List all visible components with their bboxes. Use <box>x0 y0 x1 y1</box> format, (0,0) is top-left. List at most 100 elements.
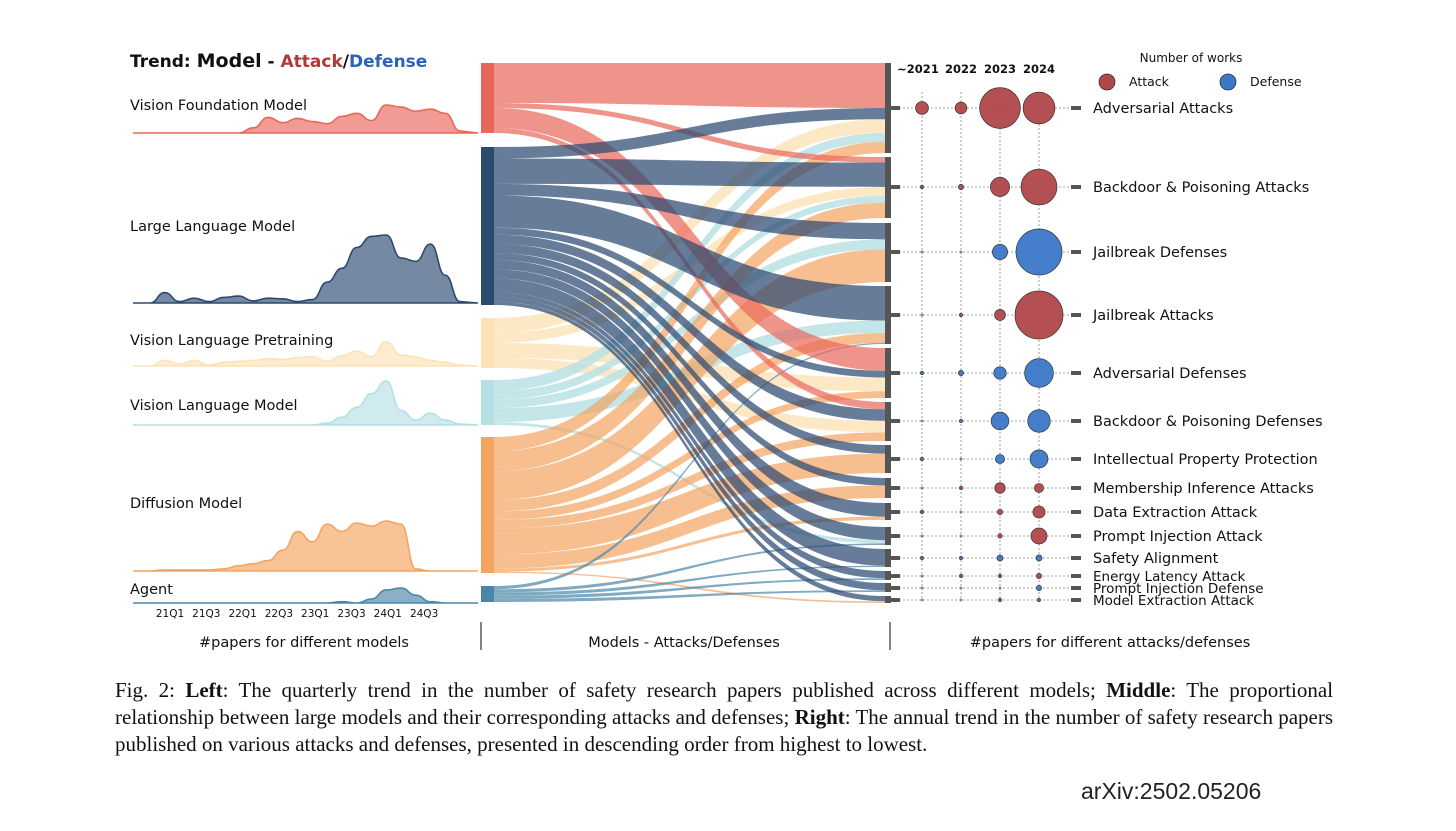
x-tick-label: 22Q1 <box>228 608 256 620</box>
row-tick <box>890 106 900 110</box>
bubble-mark <box>959 457 963 461</box>
bubble-mark <box>959 313 963 317</box>
bubble-mark <box>998 586 1002 590</box>
sankey-link <box>494 590 885 602</box>
bubble-mark <box>920 185 924 189</box>
sankey-target-node <box>885 583 891 592</box>
row-label: Jailbreak Attacks <box>1092 308 1214 324</box>
bubble-mark <box>997 509 1003 515</box>
bubble-mark <box>920 250 924 254</box>
sankey-link <box>494 243 885 454</box>
bubble-mark <box>1030 527 1048 545</box>
row-label: Backdoor & Poisoning Defenses <box>1093 414 1323 430</box>
row-tick <box>890 534 900 538</box>
bubble-mark <box>959 598 963 602</box>
sankey-target-node <box>885 571 891 580</box>
bubble-mark <box>998 574 1002 578</box>
year-column-label: 2022 <box>945 62 977 76</box>
title-attack: Attack <box>280 52 343 72</box>
sankey-source-node <box>481 380 494 425</box>
sankey-target-node <box>885 503 891 520</box>
sankey-target-node <box>885 596 891 603</box>
sankey-link <box>494 141 885 452</box>
row-tick <box>1071 419 1081 423</box>
figure-title: Trend: Model - Attack/Defense <box>130 50 427 72</box>
sankey-link <box>494 296 885 591</box>
sankey-source-node <box>481 586 494 602</box>
ridge-label: Vision Language Pretraining <box>130 333 333 349</box>
legend-label: Attack <box>1129 74 1170 89</box>
bubble-mark <box>920 313 924 317</box>
bubble-mark <box>920 598 924 602</box>
bubble-mark <box>920 556 924 560</box>
bubble-mark <box>994 482 1006 494</box>
sankey-link <box>494 202 885 472</box>
sankey-target-node <box>885 348 891 398</box>
year-column-label: 2024 <box>1023 62 1055 76</box>
figure-caption: Fig. 2: Left: The quarterly trend in the… <box>115 677 1333 758</box>
caption-right-word: Right <box>794 705 845 729</box>
x-tick-label: 23Q1 <box>301 608 329 620</box>
sankey-link <box>494 358 885 433</box>
ridge-label: Agent <box>130 582 173 598</box>
row-tick <box>1071 185 1081 189</box>
ridge-area <box>133 104 479 134</box>
row-tick <box>1071 574 1081 578</box>
row-tick <box>1071 486 1081 490</box>
middle-panel <box>481 63 891 603</box>
panel-frame: #papers for different models Models - At… <box>199 622 1250 651</box>
row-tick <box>890 556 900 560</box>
x-tick-label: 24Q3 <box>410 608 438 620</box>
bubble-mark <box>954 101 968 115</box>
row-label: Backdoor & Poisoning Attacks <box>1093 180 1309 196</box>
bubble-mark <box>959 486 963 490</box>
row-tick <box>1071 598 1081 602</box>
right-panel: ~2021 2022 2023 2024 Adversarial Attacks Back… <box>890 51 1323 609</box>
sankey-source-node <box>481 318 494 368</box>
row-label: Intellectual Property Protection <box>1093 452 1318 468</box>
sankey-link <box>494 485 885 569</box>
row-tick <box>1071 510 1081 514</box>
panel-label-left: #papers for different models <box>199 635 409 651</box>
arxiv-id: arXiv:2502.05206 <box>1081 778 1262 804</box>
bubble-mark <box>996 554 1004 562</box>
sankey-link <box>494 391 885 521</box>
bubble-mark <box>959 574 963 578</box>
sankey-link <box>494 269 885 541</box>
bubble-mark <box>994 309 1006 321</box>
row-tick <box>890 574 900 578</box>
x-tick-label: 24Q1 <box>374 608 402 620</box>
legend-label: Defense <box>1250 74 1302 89</box>
year-column-label: ~2021 <box>897 62 939 76</box>
row-tick <box>890 185 900 189</box>
sankey-target-node <box>885 527 891 545</box>
x-tick-label: 22Q3 <box>265 608 293 620</box>
ridge-label: Vision Foundation Model <box>130 98 307 114</box>
sankey-target-node <box>885 549 891 567</box>
caption-right-text: : The annual trend in the number of safe… <box>115 705 1333 756</box>
row-label: Safety Alignment <box>1093 551 1219 567</box>
row-label: Membership Inference Attacks <box>1093 481 1314 497</box>
bubble-mark <box>920 419 924 423</box>
sankey-link <box>494 578 885 599</box>
row-tick <box>1071 457 1081 461</box>
row-tick <box>1071 534 1081 538</box>
sankey-link <box>494 543 885 593</box>
bubble-mark <box>1014 290 1064 340</box>
bubble-mark <box>958 370 964 376</box>
bubble-mark <box>1035 554 1043 562</box>
title-defense: Defense <box>349 52 428 72</box>
bubble-mark <box>958 184 964 190</box>
sankey-link <box>494 158 885 187</box>
sankey-source-node <box>481 63 494 133</box>
sankey-link <box>494 183 885 240</box>
ridge-area <box>133 234 479 304</box>
ridge-label: Vision Language Model <box>130 398 298 414</box>
bubble-mark <box>990 177 1010 197</box>
ridge-label: Diffusion Model <box>130 496 242 512</box>
sankey-target-node <box>885 286 891 344</box>
row-label: Adversarial Defenses <box>1093 366 1247 382</box>
row-tick <box>890 250 900 254</box>
ridge-area <box>133 341 479 367</box>
row-label: Data Extraction Attack <box>1093 505 1258 521</box>
